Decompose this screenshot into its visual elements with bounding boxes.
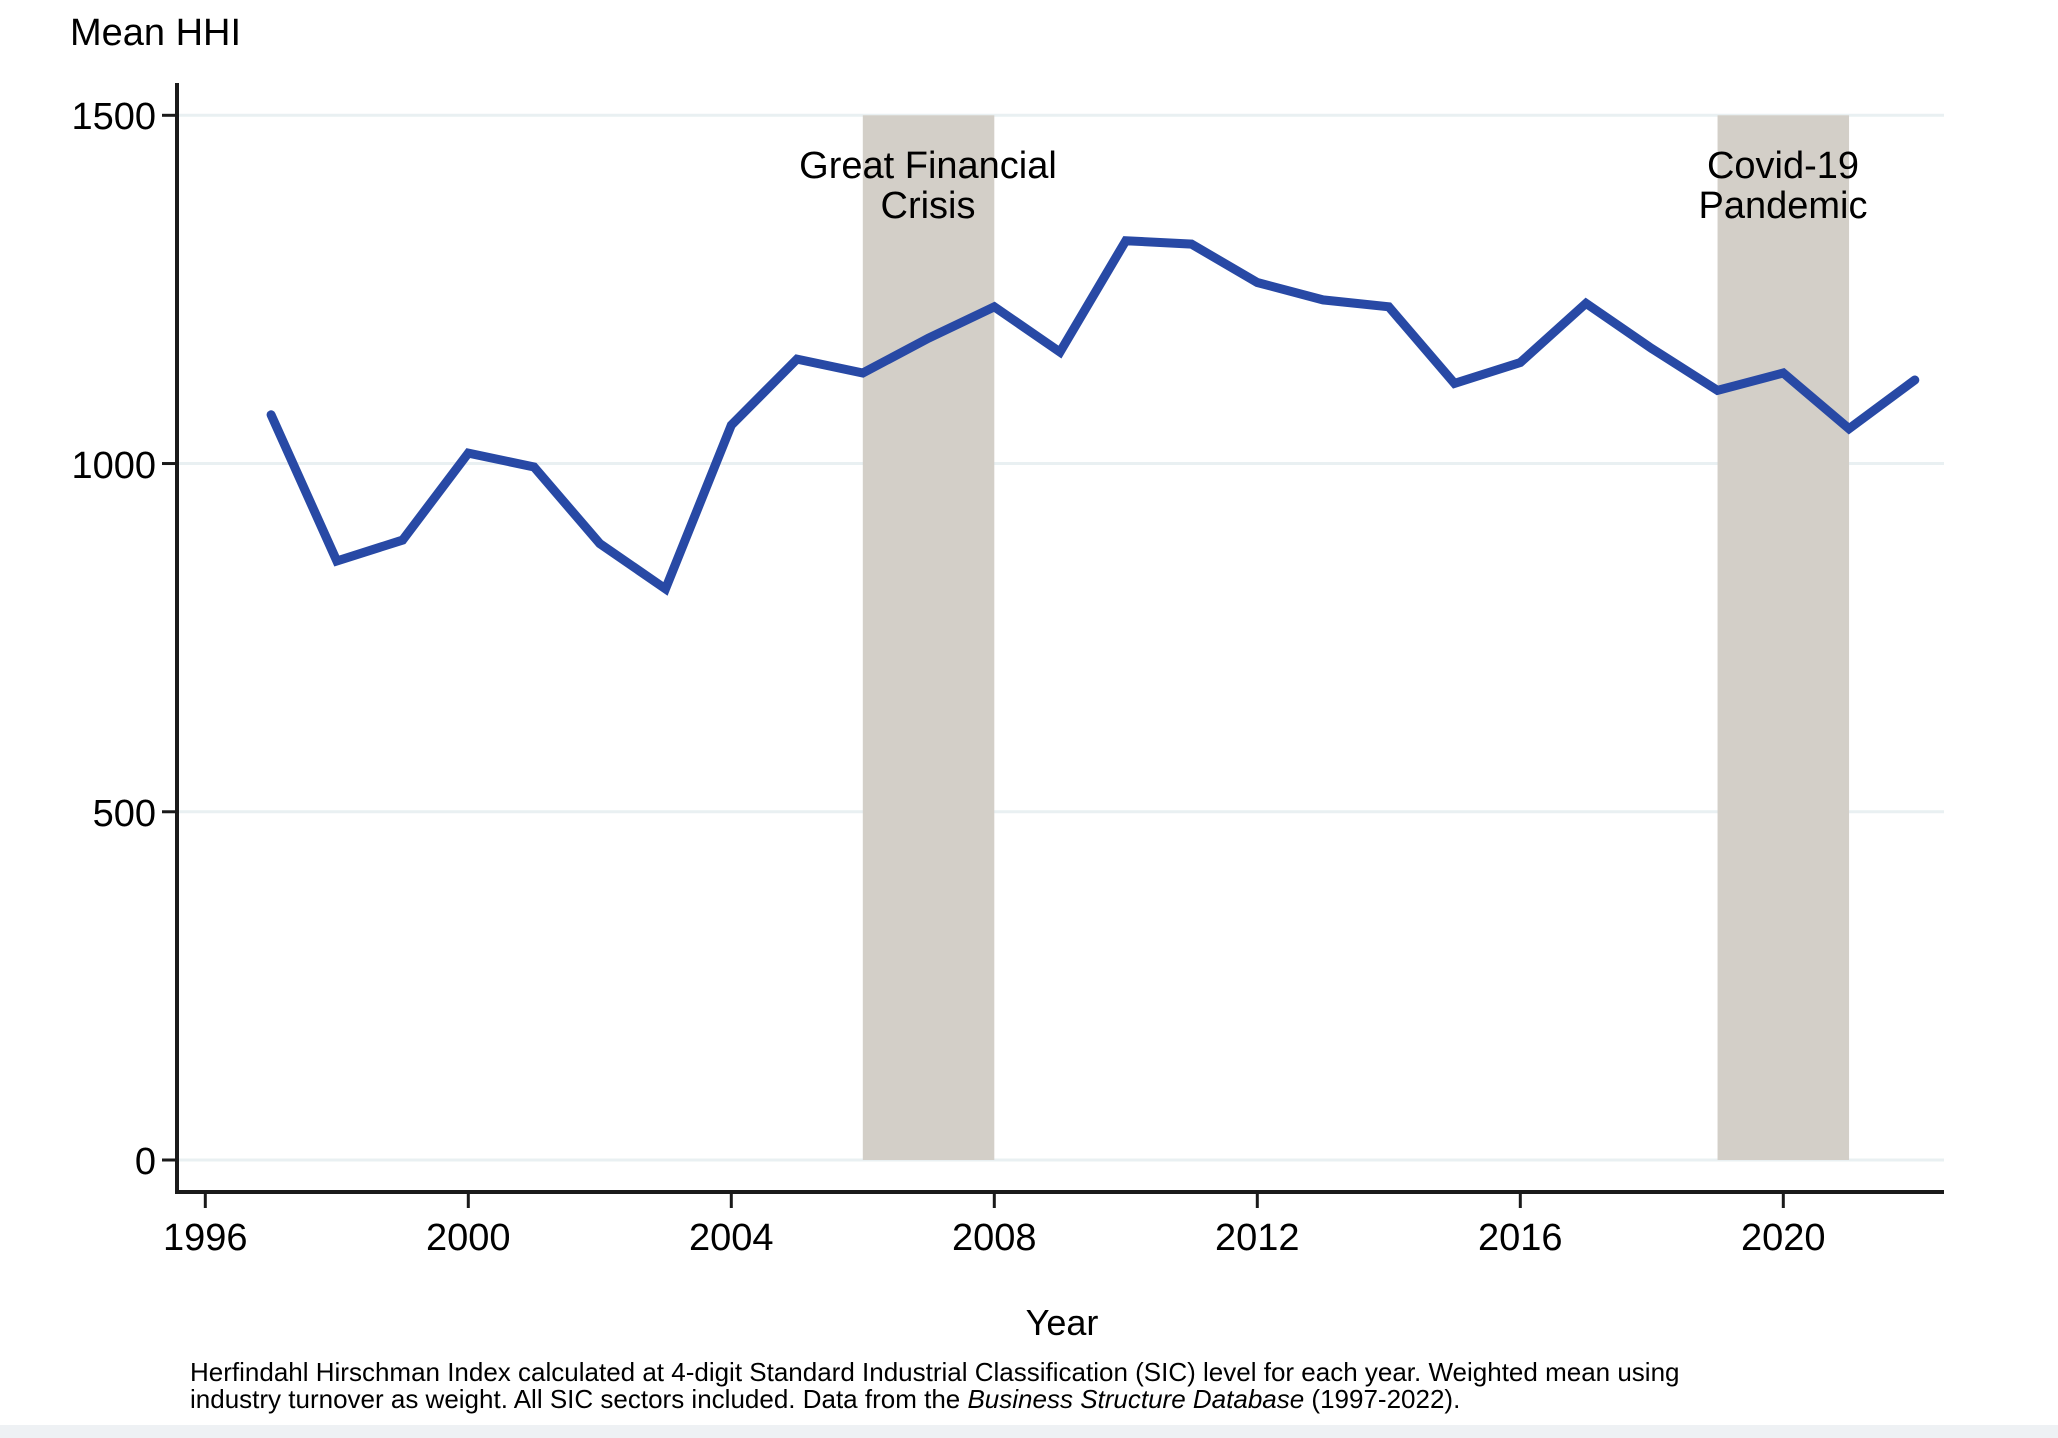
y-tick-label-500: 500 — [92, 792, 156, 835]
shaded-band-covid — [1717, 115, 1850, 1160]
annotation-line-1: Covid-19 — [1706, 145, 1860, 187]
annotation-line-1: Great Financial — [799, 145, 1057, 187]
chart-title: Mean HHI — [70, 12, 242, 54]
x-tick-label-2004: 2004 — [689, 1217, 774, 1259]
annotation-line-2: Pandemic — [1698, 185, 1868, 227]
annotation-great-financial-crisis: Great Financial Crisis — [718, 146, 1138, 226]
x-axis-title: Year — [1025, 1302, 1099, 1343]
annotation-covid-19-pandemic: Covid-19 Pandemic — [1573, 146, 1993, 226]
shaded-band-gfc — [862, 115, 995, 1160]
caption-line-1: Herfindahl Hirschman Index calculated at… — [190, 1357, 1680, 1387]
x-tick-label-2008: 2008 — [952, 1217, 1037, 1259]
annotation-line-2: Crisis — [880, 185, 976, 227]
caption-line-2-text: industry turnover as weight. All SIC sec… — [190, 1384, 968, 1414]
x-tick-label-2016: 2016 — [1478, 1217, 1563, 1259]
x-tick-label-2012: 2012 — [1215, 1217, 1300, 1259]
mean-hhi-series-line — [266, 236, 1920, 596]
y-tick-label-1000: 1000 — [71, 444, 156, 487]
x-tick-label-1996: 1996 — [163, 1217, 248, 1259]
bottom-edge-strip — [0, 1425, 2058, 1438]
caption-source-italic: Business Structure Database — [967, 1384, 1305, 1414]
x-tick-label-2000: 2000 — [426, 1217, 511, 1259]
caption-line-2-suffix: (1997-2022). — [1304, 1384, 1461, 1414]
caption-line-2: industry turnover as weight. All SIC sec… — [190, 1386, 1680, 1413]
y-tick-label-0: 0 — [134, 1141, 156, 1183]
x-tick-label-2020: 2020 — [1741, 1217, 1826, 1259]
chart-caption: Herfindahl Hirschman Index calculated at… — [190, 1359, 1680, 1413]
y-tick-label-1500: 1500 — [71, 96, 156, 139]
